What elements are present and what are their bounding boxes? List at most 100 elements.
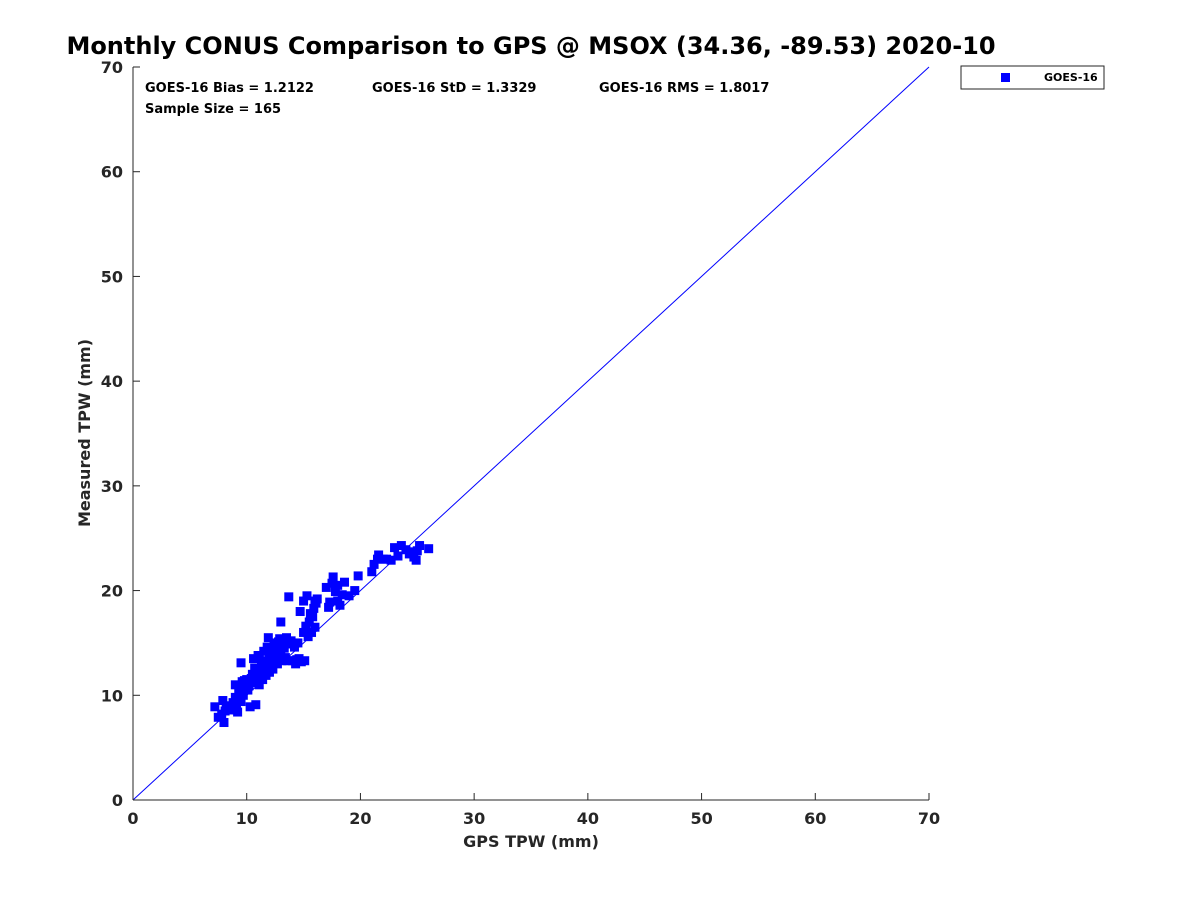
data-point (250, 663, 260, 673)
data-point (236, 658, 246, 668)
data-point (268, 664, 278, 674)
data-point (238, 690, 248, 700)
data-point (243, 685, 253, 695)
data-point (369, 559, 379, 569)
sample-size-annotation: Sample Size = 165 (145, 102, 281, 117)
data-point (231, 705, 241, 715)
data-point (312, 594, 322, 604)
data-point (268, 644, 278, 654)
data-point (305, 609, 315, 619)
data-point (299, 596, 309, 606)
data-point (269, 638, 279, 648)
data-point (235, 683, 245, 693)
data-point (284, 592, 294, 602)
data-point (296, 657, 306, 667)
data-point (310, 622, 320, 632)
legend: GOES-16 (960, 65, 1105, 90)
data-point (287, 639, 297, 649)
data-point (263, 633, 273, 643)
data-point (328, 572, 338, 582)
data-point (412, 546, 422, 556)
data-point (344, 591, 354, 601)
data-point (337, 590, 347, 600)
data-point (299, 627, 309, 637)
data-point (327, 578, 337, 588)
identity-line (132, 66, 930, 801)
data-point (258, 658, 268, 668)
data-point (230, 680, 240, 690)
data-point (307, 627, 317, 637)
data-point (340, 577, 350, 587)
x-tick-label: 70 (918, 809, 940, 828)
data-point (321, 582, 331, 592)
data-point (324, 602, 334, 612)
x-tick-label: 0 (127, 809, 138, 828)
chart-title: Monthly CONUS Comparison to GPS @ MSOX (… (66, 32, 995, 60)
x-tick-label: 50 (690, 809, 712, 828)
data-point (236, 697, 246, 707)
legend-marker-goes16 (1001, 73, 1010, 82)
data-point (246, 674, 256, 684)
data-point (293, 638, 303, 648)
data-point (229, 700, 239, 710)
data-point (353, 571, 363, 581)
data-point (411, 555, 421, 565)
data-point (272, 659, 282, 669)
data-point (390, 543, 400, 553)
rms-annotation: GOES-16 RMS = 1.8017 (599, 81, 769, 96)
data-point (424, 544, 434, 554)
x-tick-label: 60 (804, 809, 826, 828)
data-point (234, 688, 244, 698)
data-point (335, 600, 345, 610)
data-point (262, 642, 272, 652)
data-point (254, 680, 264, 690)
x-tick-label: 10 (236, 809, 258, 828)
data-point (330, 587, 340, 597)
data-point (386, 555, 396, 565)
data-point (292, 655, 302, 665)
data-point (218, 696, 228, 706)
data-point (309, 603, 319, 613)
bias-annotation: GOES-16 Bias = 1.2122 (145, 81, 314, 96)
data-point (254, 653, 264, 663)
x-tick-label: 40 (577, 809, 599, 828)
data-point (251, 700, 261, 710)
data-point (276, 617, 286, 627)
data-point (280, 653, 290, 663)
axes (132, 66, 930, 801)
data-point (333, 580, 343, 590)
data-point (220, 706, 230, 716)
data-point (266, 655, 276, 665)
data-point (219, 718, 229, 728)
data-point (325, 597, 335, 607)
x-tick-label: 30 (463, 809, 485, 828)
x-axis-label: GPS TPW (mm) (463, 832, 599, 851)
y-tick-label: 40 (101, 372, 123, 391)
data-point (259, 665, 269, 675)
data-point (251, 671, 261, 681)
data-point (302, 591, 312, 601)
y-tick-label: 30 (101, 477, 123, 496)
y-tick-label: 70 (101, 58, 123, 77)
data-point (282, 633, 292, 643)
data-point (276, 648, 286, 658)
std-annotation: GOES-16 StD = 1.3329 (372, 81, 536, 96)
data-point (367, 567, 377, 577)
data-point (274, 637, 284, 647)
y-tick-label: 50 (101, 267, 123, 286)
data-point (350, 586, 360, 596)
data-point (245, 702, 255, 712)
data-point (304, 617, 314, 627)
legend-box (960, 65, 1105, 90)
data-point (278, 640, 288, 650)
data-point (382, 554, 392, 564)
data-point (396, 541, 406, 551)
y-tick-label: 60 (101, 163, 123, 182)
data-point (415, 541, 425, 551)
y-tick-label: 20 (101, 582, 123, 601)
y-axis-label: Measured TPW (mm) (75, 339, 94, 527)
data-point (239, 676, 249, 686)
legend-label-goes16: GOES-16 (1044, 71, 1098, 84)
data-point (210, 702, 220, 712)
